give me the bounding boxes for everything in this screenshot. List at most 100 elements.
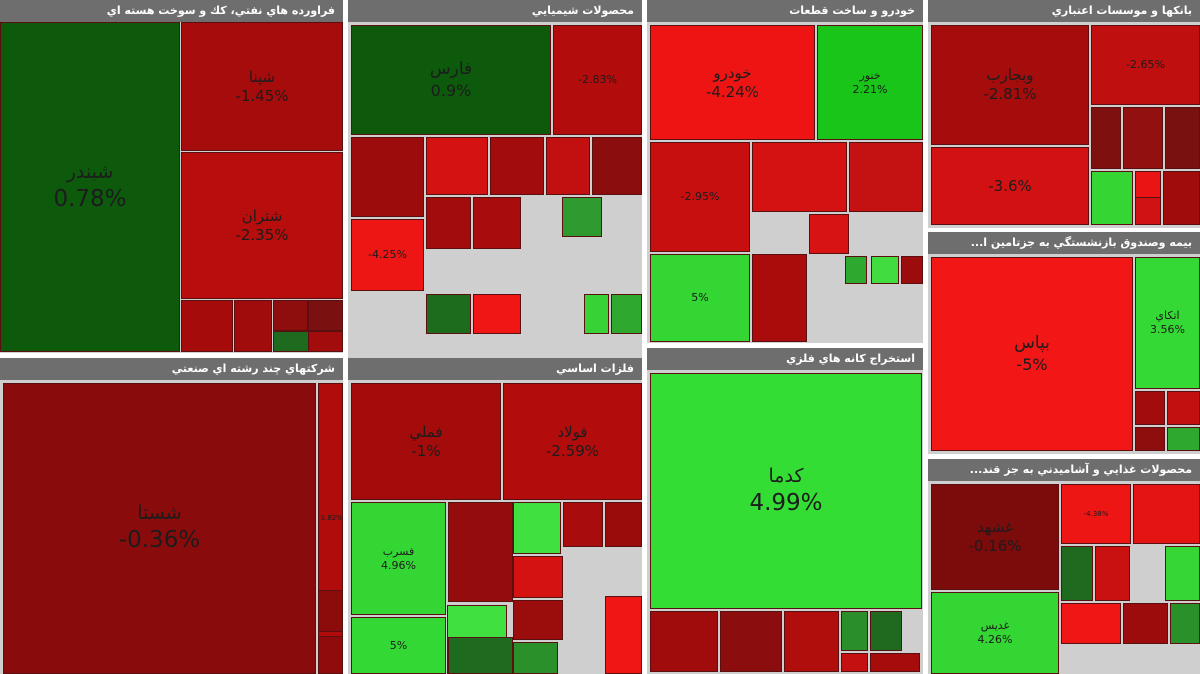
stock-tile[interactable] [1061, 546, 1093, 601]
stock-tile[interactable]: غشهد -0.16% [931, 484, 1059, 590]
stock-tile[interactable] [1167, 391, 1200, 425]
stock-tile[interactable]: شستا -0.36% [3, 383, 316, 674]
stock-tile[interactable] [1095, 546, 1130, 601]
stock-tile[interactable]: وبجارب -2.81% [931, 25, 1089, 145]
tile-change: 4.99% [749, 489, 823, 516]
stock-tile[interactable] [871, 256, 899, 284]
sector-panel: بانكها و موسسات اعتباري وبجارب -2.81% -2.65… [928, 0, 1200, 228]
stock-tile[interactable] [318, 636, 343, 674]
stock-tile[interactable] [448, 637, 513, 674]
stock-tile[interactable]: -2.83% [553, 25, 642, 135]
stock-tile[interactable]: فولاد -2.59% [503, 383, 642, 500]
sector-title[interactable]: خودرو و ساخت قطعات [647, 0, 923, 22]
stock-tile[interactable] [1133, 484, 1200, 544]
stock-tile[interactable] [1165, 107, 1200, 169]
sector-title[interactable]: شركتهاي چند رشته اي صنعتي [0, 358, 343, 380]
tile-change: -2.65% [1126, 58, 1165, 72]
sector-title[interactable]: محصولات شيميايي [348, 0, 642, 22]
stock-tile[interactable] [611, 294, 642, 334]
sector-panel: محصولات غذايي و آشاميدني به جز قند... غشه… [928, 459, 1200, 674]
stock-tile[interactable] [809, 214, 849, 254]
sector-title[interactable]: فلزات اساسي [348, 358, 642, 380]
stock-tile[interactable] [870, 611, 902, 651]
stock-tile[interactable] [308, 300, 343, 331]
stock-tile[interactable]: فسرب 4.96% [351, 502, 446, 615]
stock-tile[interactable] [592, 137, 642, 195]
stock-tile[interactable] [1135, 197, 1161, 225]
sector-title[interactable]: استخراج كانه هاي فلزي [647, 348, 923, 370]
stock-tile[interactable] [1170, 603, 1200, 644]
stock-tile[interactable] [784, 611, 839, 672]
stock-tile[interactable] [752, 254, 807, 342]
stock-tile[interactable] [318, 590, 343, 632]
stock-tile[interactable] [273, 300, 308, 331]
stock-tile[interactable] [513, 642, 558, 674]
stock-tile[interactable] [234, 300, 272, 352]
stock-tile[interactable] [650, 611, 718, 672]
stock-tile[interactable]: 5% [650, 254, 750, 342]
stock-tile[interactable] [841, 653, 868, 672]
stock-tile[interactable]: غدیس 4.26% [931, 592, 1059, 674]
stock-tile[interactable] [1091, 107, 1121, 169]
stock-tile[interactable]: اتكاي 3.56% [1135, 257, 1200, 389]
stock-tile[interactable]: -2.95% [650, 142, 750, 252]
stock-tile[interactable] [1061, 603, 1121, 644]
stock-tile[interactable] [513, 556, 563, 598]
stock-tile[interactable] [720, 611, 782, 672]
stock-tile[interactable]: شتران -2.35% [181, 152, 343, 299]
stock-tile[interactable]: شپنا -1.45% [181, 22, 343, 151]
stock-tile[interactable] [1135, 391, 1165, 425]
stock-tile[interactable] [849, 142, 923, 212]
stock-tile[interactable] [841, 611, 868, 651]
stock-tile[interactable]: 5% [351, 617, 446, 674]
stock-tile[interactable] [1165, 546, 1200, 601]
tile-change: -2.95% [680, 190, 720, 204]
stock-tile[interactable]: خنور 2.21% [817, 25, 923, 140]
sector-panel: شركتهاي چند رشته اي صنعتي شستا -0.36% -1.82… [0, 358, 343, 674]
stock-tile[interactable] [562, 197, 602, 237]
stock-tile[interactable] [563, 502, 603, 547]
sector-title[interactable]: بانكها و موسسات اعتباري [928, 0, 1200, 22]
tile-symbol: خودرو [713, 63, 752, 82]
sector-title[interactable]: محصولات غذايي و آشاميدني به جز قند... [928, 459, 1200, 481]
stock-tile[interactable] [752, 142, 847, 212]
stock-tile[interactable]: -2.65% [1091, 25, 1200, 105]
stock-tile[interactable] [584, 294, 609, 334]
stock-tile[interactable]: فملي -1% [351, 383, 501, 500]
tile-symbol: شستا [137, 502, 182, 525]
stock-tile[interactable] [181, 300, 233, 352]
stock-tile[interactable] [473, 294, 521, 334]
sector-title[interactable]: بيمه وصندوق بازنشستگي به جزتامين ا... [928, 232, 1200, 254]
stock-tile[interactable] [513, 600, 563, 640]
stock-tile[interactable] [1163, 171, 1200, 225]
stock-tile[interactable] [845, 256, 867, 284]
stock-tile[interactable] [426, 137, 488, 195]
stock-tile[interactable] [1123, 603, 1168, 644]
stock-tile[interactable] [1135, 427, 1165, 451]
stock-tile[interactable]: -4.38% [1061, 484, 1131, 544]
stock-tile[interactable] [546, 137, 590, 195]
stock-tile[interactable] [1167, 427, 1200, 451]
stock-tile[interactable] [870, 653, 920, 672]
stock-tile[interactable] [901, 256, 923, 284]
stock-tile[interactable]: فارس 0.9% [351, 25, 551, 135]
stock-tile[interactable] [308, 331, 343, 352]
stock-tile[interactable]: -4.25% [351, 219, 424, 291]
stock-tile[interactable]: خودرو -4.24% [650, 25, 815, 140]
stock-tile[interactable] [513, 502, 561, 554]
stock-tile[interactable] [473, 197, 521, 249]
stock-tile[interactable]: بپاس -5% [931, 257, 1133, 451]
stock-tile[interactable]: شبندر 0.78% [0, 22, 180, 352]
stock-tile[interactable] [605, 502, 642, 547]
stock-tile[interactable] [448, 502, 513, 602]
stock-tile[interactable] [605, 596, 642, 674]
stock-tile[interactable] [1123, 107, 1163, 169]
stock-tile[interactable] [426, 294, 471, 334]
stock-tile[interactable] [490, 137, 544, 195]
stock-tile[interactable] [426, 197, 471, 249]
stock-tile[interactable] [351, 137, 424, 217]
stock-tile[interactable]: -3.6% [931, 147, 1089, 225]
sector-title[interactable]: فراورده هاي نفتي، كك و سوخت هسته اي [0, 0, 343, 22]
stock-tile[interactable] [1091, 171, 1133, 225]
stock-tile[interactable]: كدما 4.99% [650, 373, 922, 609]
